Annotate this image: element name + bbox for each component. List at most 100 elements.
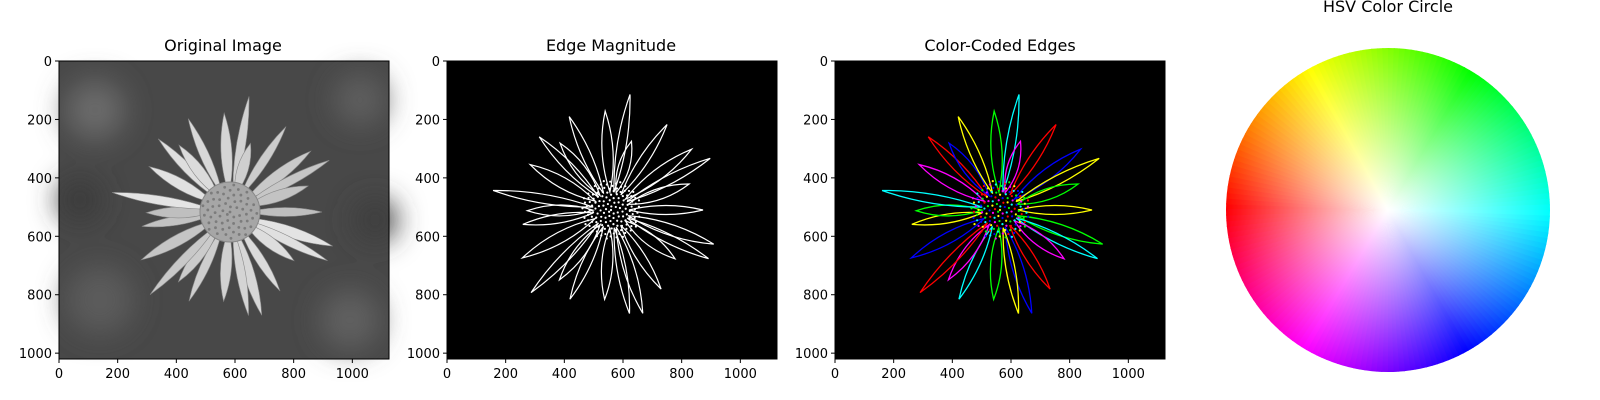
floret-edge bbox=[999, 205, 1002, 208]
x-tick-label: 1000 bbox=[336, 367, 369, 382]
y-tick-label: 800 bbox=[27, 289, 52, 304]
floret-edge bbox=[634, 196, 637, 199]
floret-edge bbox=[1015, 203, 1018, 206]
floret-edge bbox=[972, 201, 976, 204]
floret-edge bbox=[612, 216, 615, 220]
floret-edge bbox=[582, 197, 586, 200]
floret-edge bbox=[1014, 227, 1017, 230]
floret-edge bbox=[595, 230, 598, 233]
floret-edge bbox=[1004, 187, 1008, 190]
floret-edge bbox=[977, 224, 980, 228]
floret-edge bbox=[1001, 189, 1004, 193]
floret-edge bbox=[595, 216, 598, 219]
floret-edge bbox=[597, 187, 600, 190]
floret-edge bbox=[988, 229, 992, 232]
floret-edge bbox=[583, 210, 587, 214]
floret bbox=[220, 221, 224, 225]
bokeh-background bbox=[58, 74, 397, 350]
floret-edge bbox=[1023, 202, 1026, 205]
floret-edge bbox=[599, 209, 602, 212]
floret-edge bbox=[977, 208, 980, 211]
floret-edge bbox=[595, 234, 598, 238]
x-tick-label: 800 bbox=[1057, 367, 1082, 382]
floret-edge bbox=[981, 197, 984, 200]
floret-edge bbox=[587, 192, 590, 195]
floret-edge bbox=[977, 200, 980, 204]
floret bbox=[245, 190, 249, 194]
petal bbox=[247, 207, 323, 217]
floret-edge bbox=[624, 185, 627, 188]
floret-edge bbox=[1021, 190, 1024, 194]
floret-edge bbox=[1025, 211, 1028, 214]
floret-edge bbox=[617, 197, 620, 200]
floret-edge bbox=[994, 183, 997, 186]
floret-edge bbox=[601, 195, 604, 198]
floret-edge bbox=[1003, 182, 1007, 185]
floret-edge bbox=[588, 208, 591, 211]
petal bbox=[239, 226, 281, 292]
floret-edge bbox=[971, 197, 975, 200]
floret-edge bbox=[608, 210, 611, 213]
floret-edge bbox=[992, 227, 995, 230]
floret-edge bbox=[1013, 219, 1016, 222]
floret-edge bbox=[615, 228, 618, 232]
floret-edge bbox=[1010, 203, 1013, 206]
floret-edge bbox=[595, 220, 598, 224]
floret-edge bbox=[1012, 189, 1015, 192]
floret-edge bbox=[995, 202, 999, 206]
x-tick-label: 800 bbox=[669, 367, 694, 382]
petal-edge bbox=[626, 157, 711, 203]
floret-edge bbox=[608, 199, 611, 202]
petal-edge bbox=[917, 163, 987, 203]
floret-edge bbox=[976, 196, 979, 200]
floret-edge bbox=[997, 210, 1000, 213]
floret bbox=[249, 208, 253, 212]
y-tick-label: 600 bbox=[415, 230, 440, 245]
floret-edge bbox=[604, 221, 608, 224]
floret-edge bbox=[627, 189, 631, 193]
floret-edge bbox=[998, 193, 1002, 196]
floret-edge bbox=[998, 180, 1001, 183]
floret bbox=[221, 227, 225, 231]
x-tick-label: 0 bbox=[443, 367, 451, 382]
floret-edge bbox=[1002, 201, 1005, 204]
floret-edge bbox=[629, 229, 632, 232]
floret bbox=[239, 193, 243, 197]
floret-edge bbox=[623, 189, 626, 192]
floret bbox=[213, 211, 217, 215]
petal-edge bbox=[909, 217, 987, 260]
floret-edge bbox=[631, 212, 634, 216]
floret-edge bbox=[993, 221, 997, 224]
floret-edge bbox=[604, 208, 608, 211]
panel-title: Color-Coded Edges bbox=[924, 36, 1075, 55]
floret-edge bbox=[986, 205, 990, 208]
petal bbox=[178, 144, 220, 199]
floret-edge bbox=[591, 220, 594, 223]
floret-edge bbox=[980, 230, 983, 233]
x-tick-label: 1000 bbox=[724, 367, 757, 382]
floret-edge bbox=[1014, 223, 1017, 226]
petal bbox=[232, 229, 249, 316]
floret-edge bbox=[609, 193, 613, 196]
floret-edge bbox=[1007, 232, 1010, 236]
petal bbox=[220, 111, 233, 196]
floret-edge bbox=[993, 216, 996, 219]
floret bbox=[212, 197, 215, 201]
floret-edge bbox=[626, 194, 629, 197]
petal-edge bbox=[1012, 219, 1066, 260]
floret bbox=[217, 204, 221, 208]
floret-edge bbox=[991, 200, 994, 203]
floret-edge bbox=[587, 213, 590, 216]
floret-edge bbox=[1006, 215, 1009, 218]
petal-edge bbox=[911, 211, 983, 226]
floret-edge bbox=[976, 192, 979, 195]
panel-original-image: Original Image 0 200 400 600 800 100002004006… bbox=[19, 36, 397, 382]
petal-edge bbox=[568, 116, 605, 194]
floret-edge bbox=[992, 186, 995, 189]
petal-edge bbox=[626, 217, 709, 260]
petal bbox=[140, 219, 216, 261]
floret-edge bbox=[590, 215, 593, 218]
floret-edge bbox=[984, 220, 987, 224]
floret-edge bbox=[605, 183, 608, 186]
floret-edge bbox=[604, 216, 607, 219]
